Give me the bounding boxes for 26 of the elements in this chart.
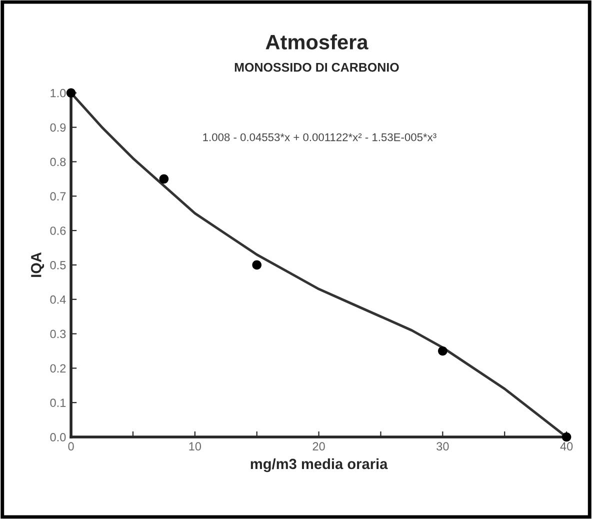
point — [562, 432, 572, 442]
annotation: 1.008 - 0.04553*x + 0.001122*x² - 1.53E-005*x³ — [203, 133, 436, 142]
x-tick-label: 10 — [189, 442, 202, 451]
y-tick-label: 0.0 — [50, 433, 66, 442]
y-tick-label: 0.9 — [50, 123, 66, 132]
y-tick-label: 0.3 — [50, 330, 66, 338]
x-tick-label: 30 — [436, 442, 449, 451]
y-tick-label: 0.6 — [50, 226, 66, 235]
y-tick-label: 0.4 — [50, 295, 66, 304]
x-tick-label: 0 — [68, 442, 74, 451]
x-axis-title: mg/m3 media oraria — [250, 458, 388, 472]
y-tick-label: 1.0 — [50, 88, 66, 98]
chart-subtitle: MONOSSIDO DI CARBONIO — [234, 62, 399, 72]
y-tick-label: 0.5 — [50, 260, 66, 270]
x-tick-label: 20 — [312, 442, 325, 451]
point — [66, 88, 76, 98]
y-tick-label: 0.2 — [50, 364, 66, 373]
y-axis-title: IQA — [31, 252, 44, 277]
point — [252, 260, 262, 270]
chart-title: Atmosfera — [266, 34, 368, 50]
y-tick-label: 0.7 — [50, 192, 66, 201]
y-tick-label: 0.8 — [50, 158, 66, 166]
point — [159, 174, 169, 184]
y-tick-label: 0.1 — [50, 398, 66, 407]
point — [438, 346, 448, 356]
x-tick-label: 40 — [560, 442, 573, 451]
